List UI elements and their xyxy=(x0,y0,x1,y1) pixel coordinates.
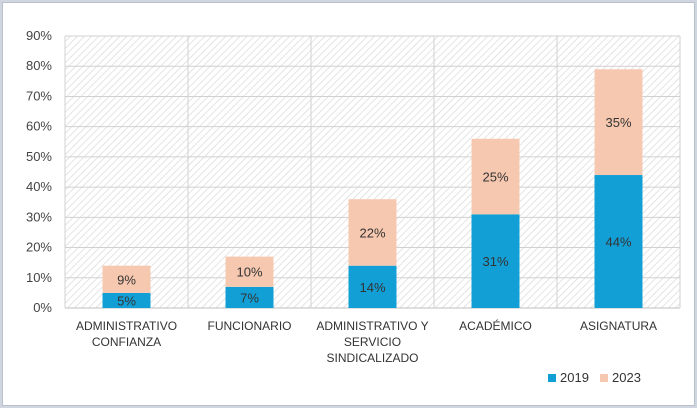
data-label-2023: 10% xyxy=(236,265,262,280)
data-label-2019: 5% xyxy=(117,293,136,308)
category-label-line: ADMINISTRATIVO xyxy=(76,319,177,333)
y-tick-label: 90% xyxy=(26,28,52,43)
y-tick-label: 40% xyxy=(26,179,52,194)
category-label-line: ACADÉMICO xyxy=(459,318,532,333)
legend-swatch-2023 xyxy=(600,374,608,382)
data-label-2023: 35% xyxy=(605,115,631,130)
category-label-line: CONFIANZA xyxy=(92,335,161,349)
bar-segment-2023 xyxy=(594,69,643,176)
category-label-line: FUNCIONARIO xyxy=(208,319,292,333)
category-label: ADMINISTRATIVO CONFIANZA xyxy=(76,319,177,349)
y-tick-label: 70% xyxy=(26,88,52,103)
category-label: ADMINISTRATIVO Y SERVICIO SINDICALIZADO xyxy=(316,319,428,365)
data-label-2019: 14% xyxy=(359,280,385,295)
bar-segment-2019 xyxy=(225,286,274,308)
bar-segment-2019 xyxy=(348,265,397,308)
data-label-2023: 22% xyxy=(359,225,385,240)
bar-segment-2023 xyxy=(471,138,520,215)
y-tick-label: 20% xyxy=(26,240,52,255)
data-label-2019: 31% xyxy=(482,254,508,269)
y-tick-label: 80% xyxy=(26,58,52,73)
legend-swatch-2019 xyxy=(548,374,556,382)
category-label: ACADÉMICO xyxy=(459,318,532,333)
y-tick-label: 50% xyxy=(26,149,52,164)
legend-label-2023: 2023 xyxy=(612,370,641,385)
bar-segment-2023 xyxy=(102,265,151,293)
bar-segment-2023 xyxy=(348,199,397,266)
x-axis-categories: ADMINISTRATIVO CONFIANZA FUNCIONARIO ADMINI… xyxy=(76,318,657,365)
data-label-2019: 44% xyxy=(605,235,631,250)
data-label-2023: 25% xyxy=(482,170,508,185)
bars: 5% 9% 7% 10% 14% 22% 31% 25% 44% 35% xyxy=(102,69,643,308)
bar-segment-2019 xyxy=(594,175,643,308)
y-axis-ticks: 0% 10% 20% 30% 40% 50% 60% 70% 80% 90% xyxy=(26,28,52,315)
bar-segment-2023 xyxy=(225,256,274,287)
category-label-line: SERVICIO xyxy=(344,335,401,349)
y-tick-label: 0% xyxy=(33,300,52,315)
category-label: ASIGNATURA xyxy=(580,319,657,333)
y-tick-label: 30% xyxy=(26,209,52,224)
gridlines xyxy=(64,35,681,309)
bar-segment-2019 xyxy=(471,214,520,308)
category-label-line: ADMINISTRATIVO Y xyxy=(316,319,428,333)
y-tick-label: 10% xyxy=(26,270,52,285)
bar-segment-2019 xyxy=(102,292,151,308)
category-label-line: SINDICALIZADO xyxy=(326,351,418,365)
y-tick-label: 60% xyxy=(26,119,52,134)
legend-label-2019: 2019 xyxy=(560,370,589,385)
data-label-2019: 7% xyxy=(240,290,259,305)
legend: 2019 2023 xyxy=(548,370,641,385)
category-label: FUNCIONARIO xyxy=(208,319,292,333)
data-label-2023: 9% xyxy=(117,272,136,287)
category-label-line: ASIGNATURA xyxy=(580,319,657,333)
